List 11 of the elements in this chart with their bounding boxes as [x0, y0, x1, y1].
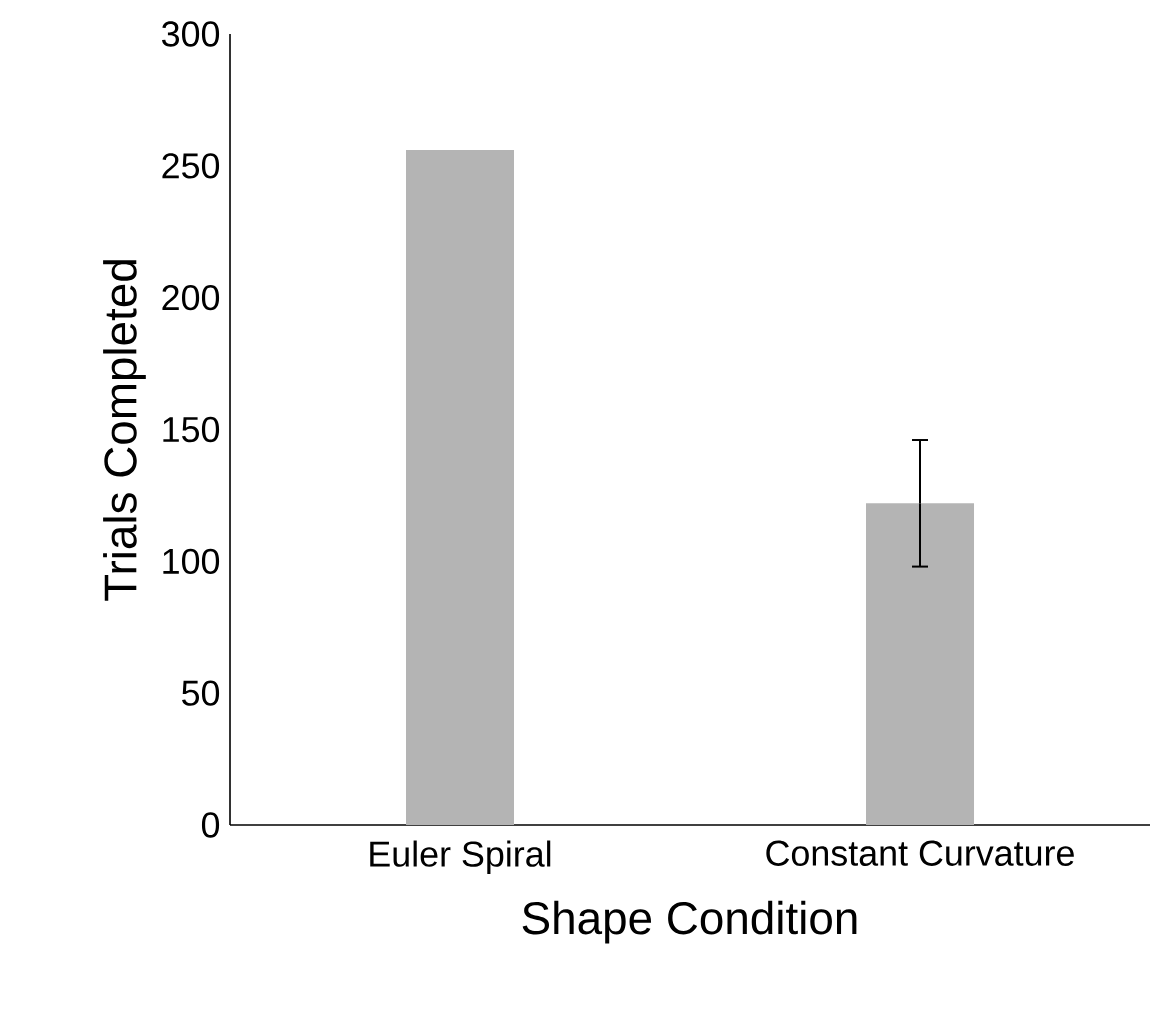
x-tick-label: Constant Curvature — [766, 840, 1074, 866]
y-tick-label: 150 — [163, 416, 220, 443]
x-axis-title: Shape Condition — [522, 900, 857, 944]
y-tick-label: 300 — [162, 21, 220, 47]
y-axis-title: Trials Completed — [103, 260, 146, 601]
y-tick-label: 50 — [182, 680, 220, 706]
y-tick-label: 250 — [162, 153, 220, 179]
y-tick-label: 200 — [162, 284, 220, 311]
y-tick-label: 100 — [163, 548, 220, 575]
x-tick-label: Euler Spiral — [370, 840, 551, 874]
y-tick-label: 0 — [201, 812, 220, 838]
